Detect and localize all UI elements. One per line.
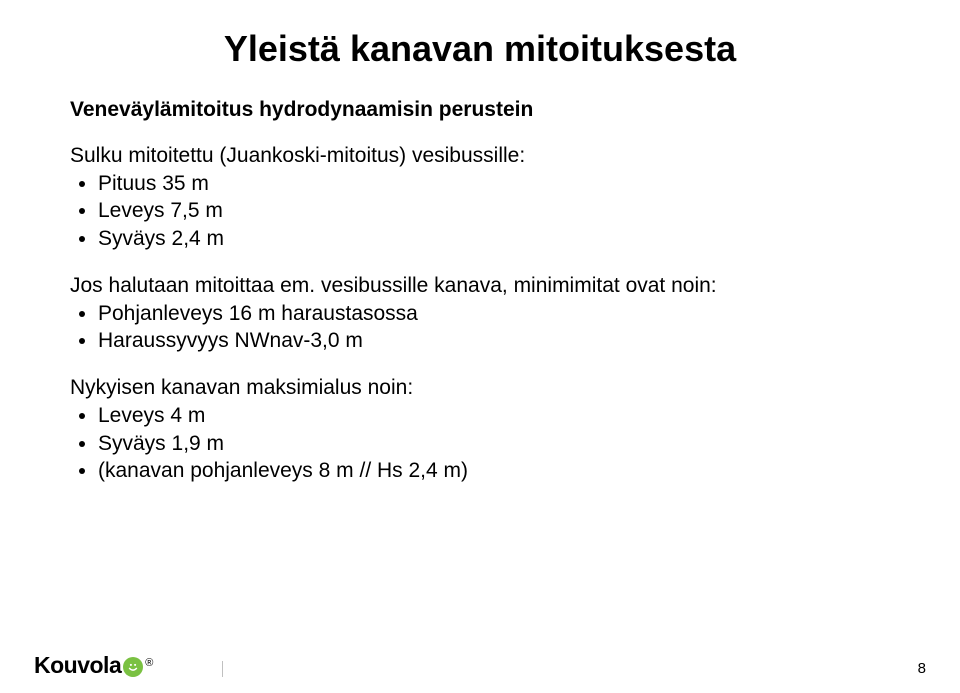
list-item: Haraussyvyys NWnav-3,0 m: [98, 327, 890, 354]
channel-intro: Jos halutaan mitoittaa em. vesibussille …: [70, 274, 890, 298]
section-channel: Jos halutaan mitoittaa em. vesibussille …: [70, 274, 890, 355]
subheading: Veneväylämitoitus hydrodynaamisin perust…: [70, 98, 890, 122]
list-item: Leveys 7,5 m: [98, 197, 890, 224]
lock-intro: Sulku mitoitettu (Juankoski-mitoitus) ve…: [70, 144, 890, 168]
current-bullets: Leveys 4 m Syväys 1,9 m (kanavan pohjanl…: [70, 402, 890, 484]
list-item: Leveys 4 m: [98, 402, 890, 429]
logo-text: Kouvola: [34, 652, 121, 679]
channel-bullets: Pohjanleveys 16 m haraustasossa Haraussy…: [70, 300, 890, 355]
list-item: Pituus 35 m: [98, 170, 890, 197]
footer-separator: [222, 661, 223, 677]
smile-icon: [123, 657, 143, 677]
section-current: Nykyisen kanavan maksimialus noin: Levey…: [70, 376, 890, 484]
footer: Kouvola ® 8: [0, 647, 960, 687]
list-item: Syväys 1,9 m: [98, 430, 890, 457]
slide-title: Yleistä kanavan mitoituksesta: [70, 28, 890, 70]
current-intro: Nykyisen kanavan maksimialus noin:: [70, 376, 890, 400]
lock-bullets: Pituus 35 m Leveys 7,5 m Syväys 2,4 m: [70, 170, 890, 252]
slide: Yleistä kanavan mitoituksesta Veneväyläm…: [0, 0, 960, 693]
brand-logo: Kouvola ®: [34, 652, 151, 679]
registered-mark: ®: [145, 657, 153, 669]
section-lock: Sulku mitoitettu (Juankoski-mitoitus) ve…: [70, 144, 890, 252]
list-item: (kanavan pohjanleveys 8 m // Hs 2,4 m): [98, 457, 890, 484]
page-number: 8: [918, 660, 926, 677]
section-subheading: Veneväylämitoitus hydrodynaamisin perust…: [70, 98, 890, 122]
list-item: Pohjanleveys 16 m haraustasossa: [98, 300, 890, 327]
list-item: Syväys 2,4 m: [98, 225, 890, 252]
